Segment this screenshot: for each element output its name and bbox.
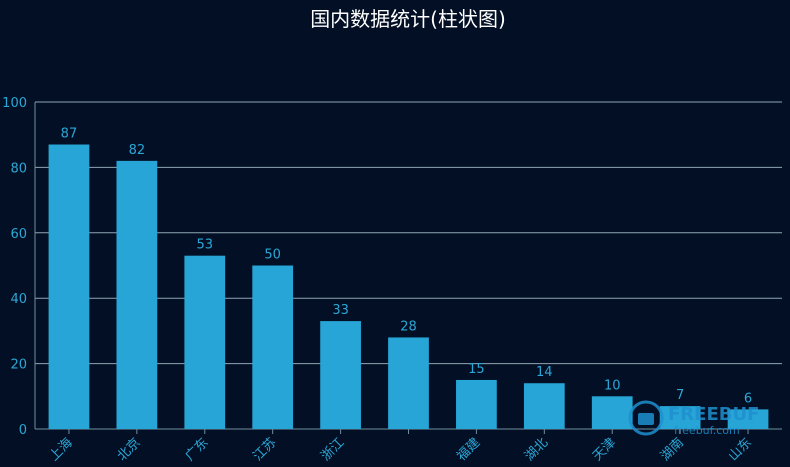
bar-value-label: 15 (468, 362, 485, 377)
y-tick-label: 80 (10, 161, 27, 176)
bar-value-label: 7 (676, 388, 684, 403)
y-axis-ticks: 0 20 40 60 80 100 (2, 96, 27, 438)
bar (523, 383, 565, 429)
bar-value-label: 33 (332, 303, 349, 318)
bar-value-label: 50 (264, 248, 281, 263)
data-labels: 87 82 53 50 33 28 15 14 10 7 6 (61, 127, 753, 407)
bar (320, 321, 361, 429)
x-tick-label: 北京 (115, 435, 144, 464)
y-tick-label: 20 (10, 358, 27, 373)
bar (116, 160, 158, 430)
bar-value-label: 6 (744, 391, 752, 406)
watermark-shield-icon (628, 400, 664, 436)
bar (591, 396, 633, 429)
x-tick-label: 湖北 (522, 435, 551, 464)
watermark-subtext: freebuf.com (674, 424, 740, 437)
bar-value-label: 53 (196, 238, 213, 253)
chart-title: 国内数据统计(柱状图) (310, 7, 506, 31)
x-tick-label: 浙江 (318, 435, 347, 464)
y-tick-label: 40 (10, 292, 27, 307)
watermark-lock-icon (638, 413, 654, 425)
bar (48, 144, 90, 429)
watermark-text: FREEBUF (668, 404, 759, 425)
bar (184, 255, 226, 429)
x-tick-label: 湖南 (657, 435, 687, 465)
bar-value-label: 87 (61, 127, 78, 142)
x-tick-label: 天津 (590, 435, 619, 464)
bar-value-label: 14 (536, 365, 553, 380)
bar (388, 337, 429, 429)
bars (48, 144, 769, 430)
y-tick-label: 60 (10, 227, 27, 242)
bar (659, 406, 701, 429)
watermark: FREEBUF freebuf.com (628, 400, 759, 437)
x-tick-label: 江苏 (250, 435, 280, 465)
bar-value-label: 82 (129, 143, 146, 158)
x-tick-label: 广东 (183, 435, 212, 464)
x-tick-label: 山东 (726, 435, 755, 464)
bar (727, 409, 769, 429)
y-tick-label: 0 (19, 423, 27, 438)
y-tick-label: 100 (2, 96, 27, 111)
bar (252, 265, 294, 429)
x-tick-label: 福建 (454, 435, 483, 464)
bar (456, 379, 497, 429)
bar-value-label: 10 (604, 378, 621, 393)
x-tick-label: 上海 (47, 435, 76, 464)
bar-value-label: 28 (400, 319, 417, 334)
